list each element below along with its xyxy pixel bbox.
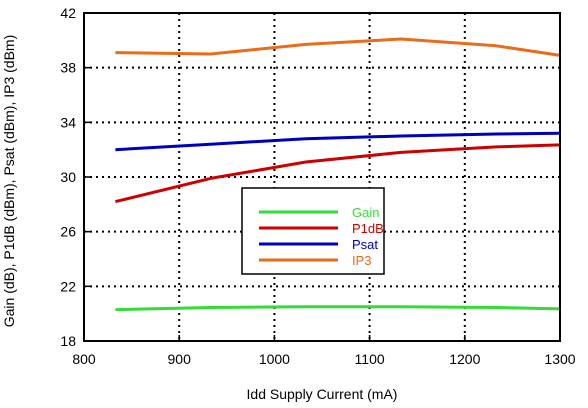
plot-frame (83, 12, 561, 342)
y-tick-label: 42 (60, 5, 76, 21)
y-tick-label: 34 (60, 114, 76, 130)
series-line-gain (115, 305, 561, 312)
series-lines (115, 37, 561, 312)
x-tick-label: 1300 (544, 351, 575, 367)
x-tick-label: 800 (72, 351, 96, 367)
series-line-ip3 (115, 37, 561, 57)
x-tick-label: 1200 (449, 351, 480, 367)
series-line-psat (115, 131, 561, 152)
legend-label-p1db: P1dB (352, 221, 384, 236)
y-axis-ticks: 18 22 26 30 34 38 42 (60, 5, 90, 349)
y-axis-label: Gain (dB), P1dB (dBm), Psat (dBm), IP3 (… (1, 35, 17, 328)
x-axis-label: Idd Supply Current (mA) (247, 386, 398, 402)
grid-lines (84, 13, 560, 341)
series-line-p1db (115, 143, 561, 204)
x-tick-label: 1000 (259, 351, 290, 367)
y-tick-label: 26 (60, 224, 76, 240)
y-tick-label: 18 (60, 333, 76, 349)
legend-label-gain: Gain (352, 205, 379, 220)
y-tick-label: 30 (60, 169, 76, 185)
legend-label-psat: Psat (352, 237, 378, 252)
x-tick-label: 900 (168, 351, 192, 367)
y-tick-label: 38 (60, 60, 76, 76)
x-tick-label: 1100 (355, 351, 385, 367)
x-axis-ticks: 800 900 1000 1100 1200 1300 (72, 335, 576, 367)
y-tick-label: 22 (60, 278, 76, 294)
legend-label-ip3: IP3 (352, 253, 372, 268)
